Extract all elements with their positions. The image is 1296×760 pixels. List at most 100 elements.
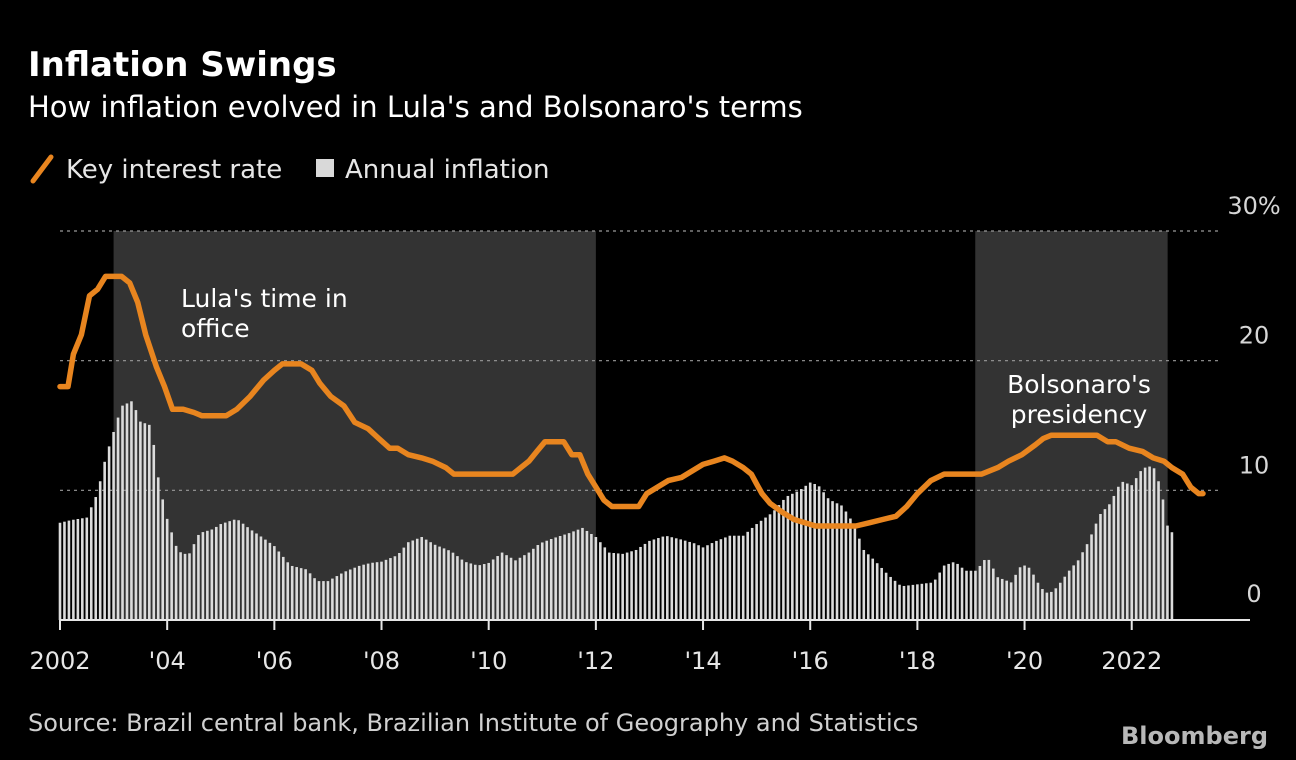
inflation-bar bbox=[523, 555, 526, 620]
inflation-bar bbox=[259, 536, 263, 620]
legend-item-inflation: Annual inflation bbox=[316, 155, 549, 185]
inflation-bar bbox=[1094, 523, 1098, 620]
inflation-bar bbox=[219, 524, 223, 620]
inflation-bar bbox=[1036, 582, 1040, 620]
inflation-bar bbox=[487, 562, 490, 620]
inflation-bar bbox=[799, 489, 803, 620]
inflation-bar bbox=[782, 499, 785, 620]
inflation-bar bbox=[424, 539, 428, 620]
inflation-bar bbox=[491, 559, 495, 620]
inflation-bar bbox=[884, 572, 888, 620]
inflation-bar bbox=[98, 481, 102, 620]
inflation-bar bbox=[795, 491, 799, 620]
inflation-bar bbox=[375, 562, 379, 620]
inflation-bar bbox=[853, 527, 857, 620]
inflation-bar bbox=[907, 585, 910, 620]
inflation-bar bbox=[299, 568, 303, 620]
inflation-bar bbox=[402, 547, 406, 620]
inflation-bar bbox=[411, 540, 415, 620]
inflation-bar bbox=[286, 562, 290, 620]
inflation-bar bbox=[831, 501, 834, 620]
inflation-bar bbox=[728, 535, 732, 620]
inflation-bar bbox=[768, 514, 772, 620]
inflation-bar bbox=[322, 581, 325, 620]
inflation-bar bbox=[652, 539, 656, 620]
inflation-bar bbox=[621, 553, 624, 620]
inflation-bar bbox=[750, 527, 754, 620]
inflation-bar bbox=[920, 583, 924, 620]
inflation-bar bbox=[1067, 570, 1071, 620]
inflation-bar bbox=[1014, 574, 1017, 620]
inflation-bar bbox=[156, 477, 160, 620]
inflation-bar bbox=[942, 565, 946, 620]
inflation-bar bbox=[732, 535, 736, 620]
inflation-bar bbox=[250, 530, 254, 620]
inflation-bar bbox=[817, 486, 821, 620]
inflation-bar bbox=[1081, 552, 1084, 620]
inflation-bar bbox=[85, 517, 89, 620]
inflation-bar bbox=[951, 562, 955, 620]
inflation-bar bbox=[925, 583, 928, 620]
inflation-bar bbox=[384, 559, 388, 620]
legend-item-interest-rate: Key interest rate bbox=[30, 154, 282, 185]
inflation-bar bbox=[371, 562, 374, 620]
inflation-bar bbox=[1166, 525, 1169, 620]
inflation-bar bbox=[808, 482, 812, 620]
bolsonaro-period-label: Bolsonaro's presidency bbox=[1007, 370, 1151, 429]
chart-title: Inflation Swings bbox=[28, 45, 337, 85]
inflation-bar bbox=[112, 431, 115, 620]
inflation-bar bbox=[576, 529, 580, 620]
x-tick-label-2010: '10 bbox=[470, 647, 507, 675]
inflation-bar bbox=[916, 584, 919, 620]
inflation-bar bbox=[273, 546, 276, 620]
inflation-bar bbox=[599, 542, 602, 620]
inflation-bar bbox=[777, 505, 781, 620]
x-tick-label-2014: '14 bbox=[684, 647, 721, 675]
inflation-bar bbox=[956, 563, 959, 620]
inflation-bar bbox=[1170, 532, 1174, 620]
inflation-bar bbox=[183, 553, 187, 620]
inflation-bar bbox=[103, 461, 106, 620]
axes: 0 10 20 30% 2002 '04 '06 '08 '10 '12 '14 '16 '18 '20 2… bbox=[29, 192, 1280, 675]
inflation-bar bbox=[1063, 576, 1067, 620]
x-tick-label-2016: '16 bbox=[792, 647, 829, 675]
inflation-bar bbox=[1103, 509, 1107, 620]
inflation-bar bbox=[755, 524, 758, 620]
inflation-bar bbox=[585, 530, 589, 620]
inflation-bar bbox=[295, 567, 298, 620]
inflation-bar bbox=[518, 557, 522, 620]
inflation-bar bbox=[206, 530, 209, 620]
inflation-bar bbox=[1085, 544, 1089, 620]
inflation-bar bbox=[697, 545, 700, 620]
inflation-bar bbox=[1054, 588, 1058, 620]
legend-label-interest-rate: Key interest rate bbox=[66, 155, 282, 185]
inflation-bar bbox=[1090, 534, 1093, 620]
inflation-bar bbox=[558, 536, 562, 620]
inflation-bar bbox=[969, 570, 973, 620]
inflation-bar bbox=[340, 573, 343, 620]
inflation-bar bbox=[549, 539, 553, 620]
inflation-bar bbox=[442, 548, 446, 620]
inflation-bar bbox=[849, 518, 852, 620]
inflation-bar bbox=[572, 531, 575, 620]
inflation-bar bbox=[107, 446, 111, 620]
inflation-bar bbox=[871, 558, 875, 620]
inflation-bar bbox=[407, 542, 410, 620]
inflation-bar bbox=[1000, 578, 1004, 620]
inflation-bar bbox=[447, 550, 450, 620]
inflation-bar bbox=[460, 559, 464, 620]
inflation-bar bbox=[741, 535, 745, 620]
inflation-bar bbox=[420, 537, 424, 620]
inflation-bar bbox=[625, 552, 629, 620]
source-note: Source: Brazil central bank, Brazilian I… bbox=[28, 709, 918, 737]
inflation-bar bbox=[1139, 471, 1142, 620]
inflation-bar bbox=[232, 519, 236, 620]
inflation-bar bbox=[362, 564, 365, 620]
inflation-bar bbox=[746, 531, 749, 620]
inflation-bar bbox=[165, 518, 169, 620]
inflation-bar bbox=[996, 577, 1000, 620]
inflation-bar bbox=[496, 556, 499, 620]
lula-period-label: Lula's time in office bbox=[181, 284, 348, 343]
inflation-bar bbox=[991, 568, 995, 620]
